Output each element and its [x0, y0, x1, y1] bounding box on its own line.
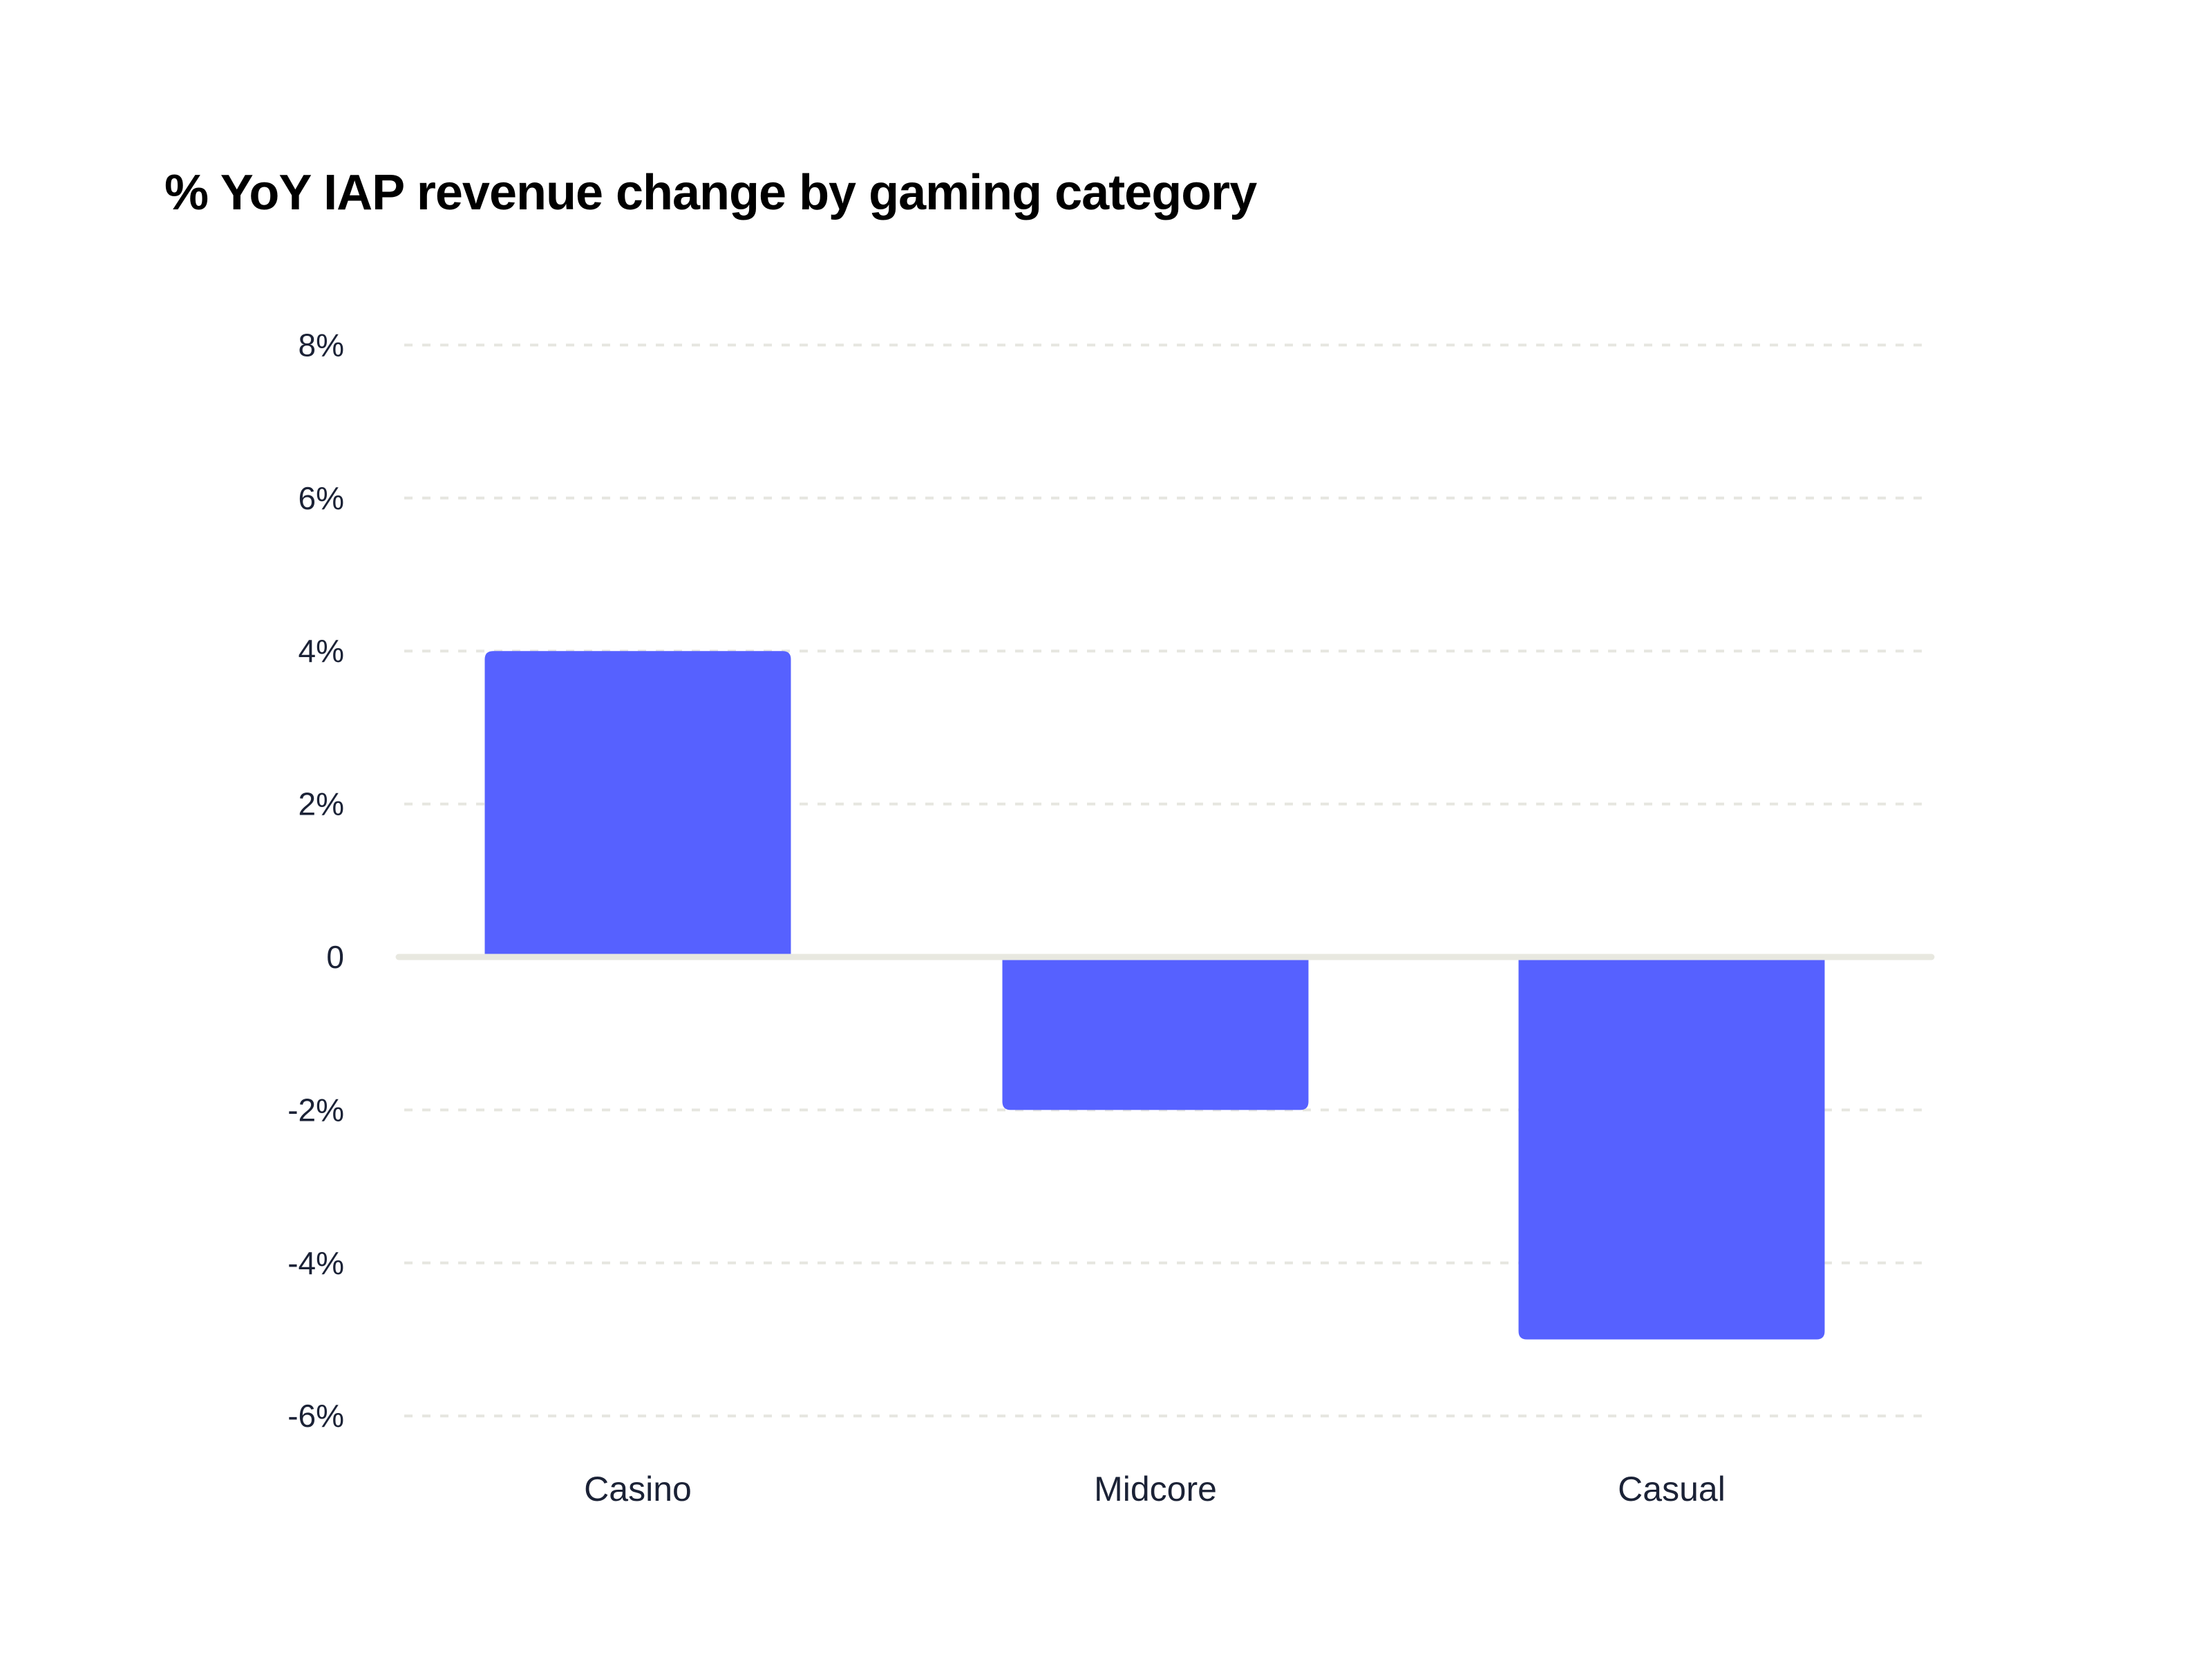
y-tick-label: -6% — [287, 1398, 344, 1434]
y-tick-label: -2% — [287, 1092, 344, 1128]
y-tick-label: 4% — [299, 633, 344, 669]
y-tick-label: 0 — [326, 939, 344, 975]
x-category-label: Midcore — [1094, 1470, 1217, 1508]
bar-casino — [484, 651, 791, 957]
bar-midcore — [1002, 957, 1309, 1110]
x-category-label: Casino — [584, 1470, 692, 1508]
bar-casual — [1518, 957, 1825, 1340]
y-tick-label: 6% — [299, 480, 344, 516]
y-tick-label: 8% — [299, 327, 344, 363]
y-tick-label: -4% — [287, 1245, 344, 1281]
x-category-label: Casual — [1618, 1470, 1726, 1508]
chart-title: % YoY IAP revenue change by gaming categ… — [164, 165, 1257, 220]
y-tick-label: 2% — [299, 786, 344, 822]
